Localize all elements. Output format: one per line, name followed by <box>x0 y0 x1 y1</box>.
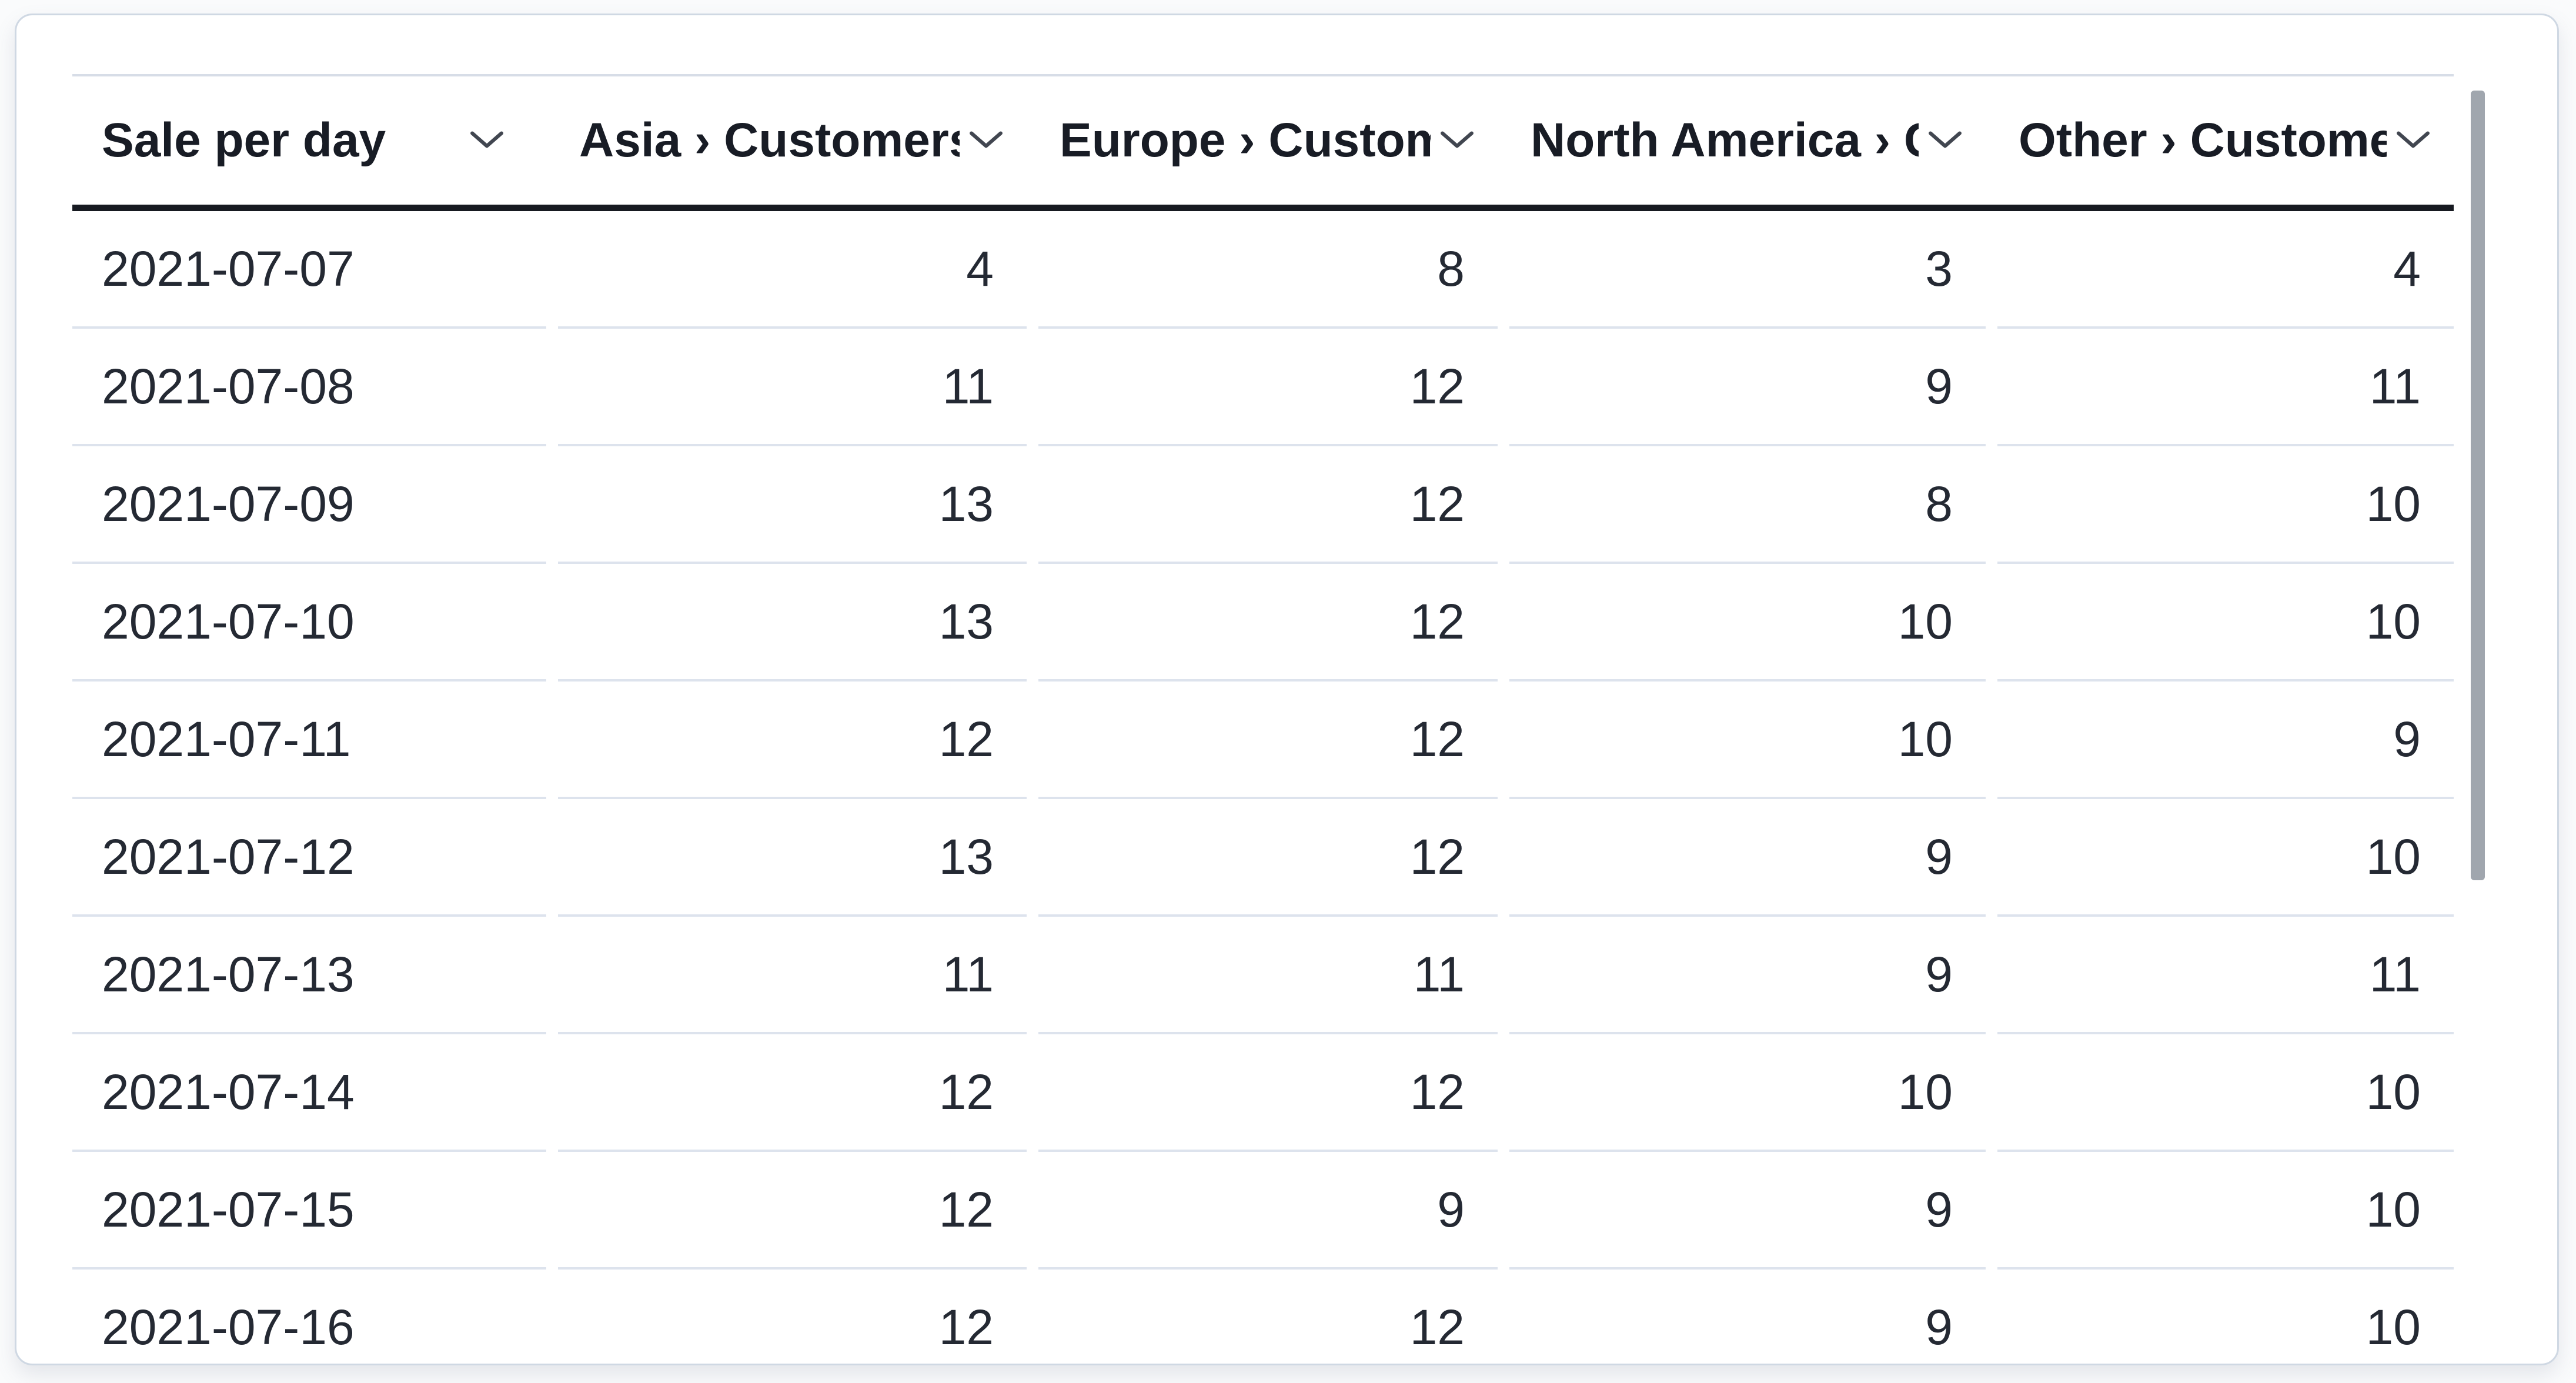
table-row-date-cell: 2021-07-09 <box>72 446 546 564</box>
table-cell-asia: 11 <box>558 917 1027 1034</box>
table-row-date-cell: 2021-07-07 <box>72 211 546 329</box>
sales-per-day-table: Sale per day Asia › Customers Europe › Cus… <box>72 74 2454 1364</box>
chevron-down-icon[interactable] <box>2396 131 2430 151</box>
table-cell-asia: 11 <box>558 329 1027 446</box>
table-cell-europe: 12 <box>1038 446 1498 564</box>
table-cell-other: 9 <box>1997 682 2454 799</box>
table-cell-asia: 12 <box>558 682 1027 799</box>
table-cell-other: 4 <box>1997 211 2454 329</box>
column-header-label: North America › Customers <box>1531 113 1919 167</box>
table-cell-europe: 12 <box>1038 682 1498 799</box>
table-cell-europe: 11 <box>1038 917 1498 1034</box>
table-row-date-cell: 2021-07-16 <box>72 1270 546 1364</box>
column-header-date[interactable]: Sale per day <box>72 76 546 205</box>
table-row-date-cell: 2021-07-14 <box>72 1034 546 1152</box>
vertical-scrollbar-thumb[interactable] <box>2471 91 2485 880</box>
table-cell-europe: 12 <box>1038 564 1498 682</box>
column-header-label: Europe › Customers <box>1060 113 1431 167</box>
table-row-date-cell: 2021-07-10 <box>72 564 546 682</box>
chevron-down-icon[interactable] <box>1928 131 1962 151</box>
table-cell-north-america: 9 <box>1509 917 1986 1034</box>
table-cell-other: 11 <box>1997 917 2454 1034</box>
table-row-date-cell: 2021-07-13 <box>72 917 546 1034</box>
chevron-down-icon[interactable] <box>470 131 504 151</box>
table-cell-asia: 13 <box>558 564 1027 682</box>
table-cell-north-america: 9 <box>1509 1270 1986 1364</box>
header-bottom-rule <box>72 205 2454 211</box>
table-cell-europe: 12 <box>1038 329 1498 446</box>
table-row-date-cell: 2021-07-15 <box>72 1152 546 1270</box>
table-cell-asia: 12 <box>558 1152 1027 1270</box>
table-cell-asia: 12 <box>558 1270 1027 1364</box>
table-cell-north-america: 9 <box>1509 1152 1986 1270</box>
table-cell-asia: 13 <box>558 799 1027 917</box>
chevron-down-icon[interactable] <box>969 131 1003 151</box>
table-cell-europe: 12 <box>1038 1034 1498 1152</box>
table-cell-north-america: 9 <box>1509 799 1986 917</box>
table-cell-other: 10 <box>1997 1034 2454 1152</box>
table-cell-other: 10 <box>1997 564 2454 682</box>
column-header-asia[interactable]: Asia › Customers <box>558 76 1027 205</box>
table-cell-asia: 12 <box>558 1034 1027 1152</box>
table-top-border <box>72 74 2454 76</box>
table-card: Sale per day Asia › Customers Europe › Cus… <box>15 14 2559 1365</box>
table-cell-other: 10 <box>1997 1270 2454 1364</box>
table-cell-other: 10 <box>1997 446 2454 564</box>
table-cell-europe: 8 <box>1038 211 1498 329</box>
table-cell-north-america: 3 <box>1509 211 1986 329</box>
table-cell-europe: 9 <box>1038 1152 1498 1270</box>
table-row-date-cell: 2021-07-12 <box>72 799 546 917</box>
table-row-date-cell: 2021-07-11 <box>72 682 546 799</box>
table-cell-asia: 4 <box>558 211 1027 329</box>
table-cell-other: 10 <box>1997 1152 2454 1270</box>
table-row-date-cell: 2021-07-08 <box>72 329 546 446</box>
table-cell-north-america: 10 <box>1509 1034 1986 1152</box>
column-header-north-america[interactable]: North America › Customers <box>1509 76 1986 205</box>
table-cell-north-america: 10 <box>1509 564 1986 682</box>
table-cell-europe: 12 <box>1038 799 1498 917</box>
table-cell-north-america: 9 <box>1509 329 1986 446</box>
table-cell-asia: 13 <box>558 446 1027 564</box>
column-header-label: Asia › Customers <box>579 113 960 167</box>
table-cell-north-america: 10 <box>1509 682 1986 799</box>
column-header-label: Sale per day <box>102 113 386 167</box>
column-header-other[interactable]: Other › Customers <box>1997 76 2454 205</box>
table-cell-other: 10 <box>1997 799 2454 917</box>
table-cell-north-america: 8 <box>1509 446 1986 564</box>
column-header-europe[interactable]: Europe › Customers <box>1038 76 1498 205</box>
table-cell-europe: 12 <box>1038 1270 1498 1364</box>
chevron-down-icon[interactable] <box>1440 131 1474 151</box>
table-cell-other: 11 <box>1997 329 2454 446</box>
column-header-label: Other › Customers <box>2019 113 2387 167</box>
